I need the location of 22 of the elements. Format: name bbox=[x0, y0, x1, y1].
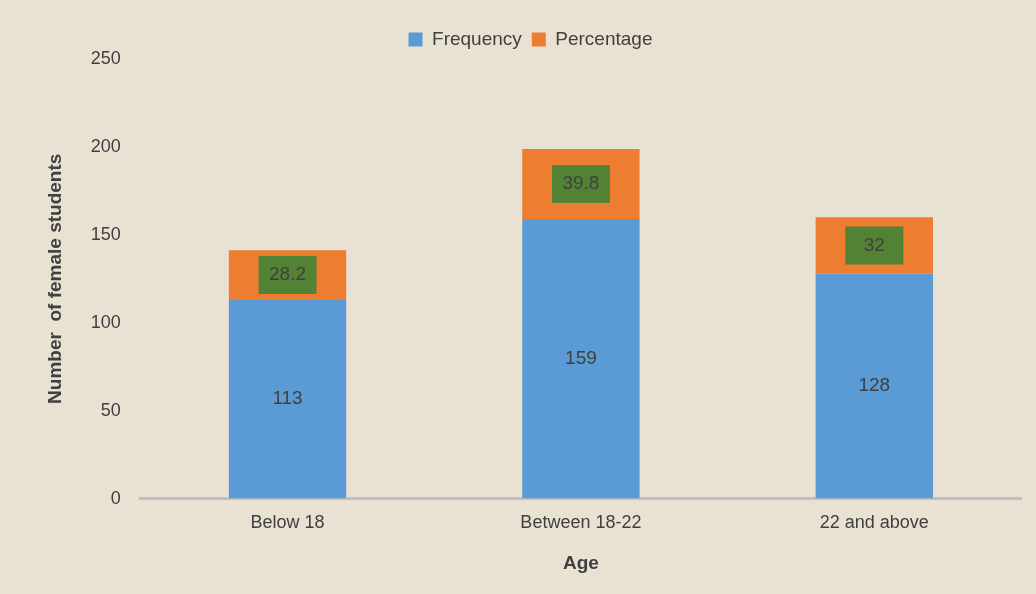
y-axis-title: Number of female students bbox=[43, 153, 65, 404]
x-axis-title: Age bbox=[562, 551, 599, 573]
y-tick-label: 0 bbox=[110, 487, 121, 508]
x-tick-label: Between 18-22 bbox=[520, 512, 642, 533]
data-label: 32 bbox=[863, 233, 885, 255]
bar bbox=[228, 299, 347, 499]
x-tick-label: 22 and above bbox=[819, 512, 929, 533]
data-label: 39.8 bbox=[562, 172, 600, 194]
y-tick-label: 200 bbox=[90, 135, 121, 156]
y-tick-label: 50 bbox=[100, 399, 121, 420]
data-label: 28.2 bbox=[269, 263, 307, 285]
bar bbox=[522, 219, 640, 499]
y-tick-label: 150 bbox=[90, 223, 121, 244]
x-tick-label: Below 18 bbox=[250, 512, 325, 533]
y-tick-label: 100 bbox=[90, 311, 121, 332]
data-label: 113 bbox=[272, 387, 303, 409]
data-label: 159 bbox=[565, 347, 597, 369]
legend-label: Percentage bbox=[555, 27, 653, 49]
y-tick-label: 250 bbox=[90, 47, 121, 68]
bar bbox=[815, 273, 933, 499]
legend-label: Frequency bbox=[432, 27, 523, 49]
data-label: 128 bbox=[858, 374, 891, 396]
